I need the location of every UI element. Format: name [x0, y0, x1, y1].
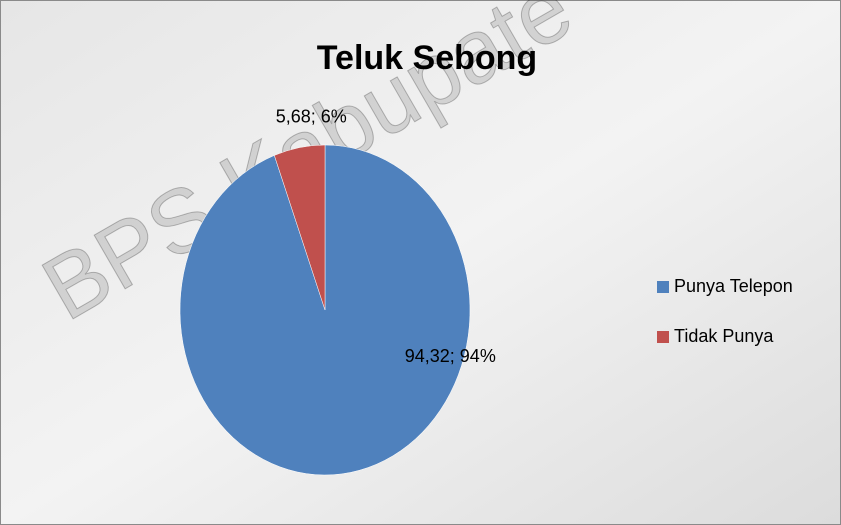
legend-label: Punya Telepon: [674, 276, 793, 296]
legend-swatch: [657, 331, 669, 343]
data-label: 94,32; 94%: [405, 346, 496, 366]
legend-label: Tidak Punya: [674, 326, 774, 346]
pie-slice: [274, 144, 326, 311]
chart-title: Teluk Sebong: [317, 39, 537, 77]
data-label: 5,68; 6%: [276, 106, 347, 126]
legend-swatch: [657, 281, 669, 293]
